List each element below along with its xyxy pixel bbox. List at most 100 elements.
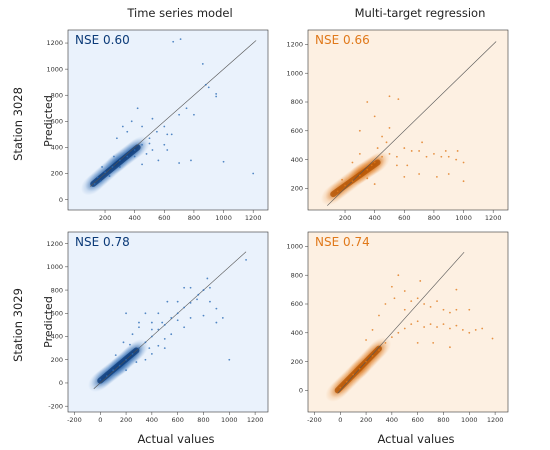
x-axis-label-right: Actual values xyxy=(377,432,455,446)
data-point xyxy=(144,312,147,315)
data-point xyxy=(172,40,175,43)
data-point xyxy=(178,162,181,164)
data-point xyxy=(125,369,127,372)
data-point xyxy=(202,314,205,317)
data-point xyxy=(141,163,143,166)
data-point xyxy=(99,180,102,183)
y-tick-label: 1200 xyxy=(286,41,303,49)
x-tick-label: 800 xyxy=(197,416,209,424)
data-point xyxy=(358,129,361,132)
x-tick-label: 600 xyxy=(411,416,423,424)
x-tick-label: 200 xyxy=(339,214,351,222)
data-point xyxy=(163,347,166,350)
data-point xyxy=(151,117,154,120)
data-point xyxy=(381,135,383,138)
data-point xyxy=(125,312,127,315)
data-point xyxy=(201,63,204,65)
data-point xyxy=(157,159,160,162)
data-point xyxy=(135,361,138,363)
data-point xyxy=(436,300,438,303)
data-point xyxy=(148,347,151,350)
data-point xyxy=(151,149,154,151)
x-tick-label: 1200 xyxy=(245,214,262,222)
data-point xyxy=(129,343,131,346)
data-point xyxy=(189,301,192,304)
y-axis-label-bottom: Predicted xyxy=(42,296,55,348)
y-tick-label: 1200 xyxy=(46,240,63,248)
data-point xyxy=(429,305,432,308)
data-point xyxy=(373,183,376,185)
data-point xyxy=(105,375,108,377)
y-tick-label: 600 xyxy=(51,309,63,317)
data-point xyxy=(185,107,188,110)
x-tick-label: 1200 xyxy=(247,416,264,424)
data-point xyxy=(138,347,140,350)
x-tick-label: 200 xyxy=(99,214,111,222)
data-point xyxy=(166,149,169,151)
plot-area xyxy=(325,251,494,402)
data-point xyxy=(388,127,391,129)
data-point xyxy=(221,317,224,319)
data-point xyxy=(351,180,354,183)
data-point xyxy=(442,308,445,311)
data-point xyxy=(345,380,348,383)
data-point xyxy=(148,142,151,145)
x-tick-label: 800 xyxy=(428,214,440,222)
data-point xyxy=(388,152,391,155)
x-tick-label: 1000 xyxy=(215,214,232,222)
data-point xyxy=(455,324,458,327)
data-point xyxy=(197,293,200,296)
data-point xyxy=(209,286,211,289)
y-tick-label: 1000 xyxy=(46,263,63,271)
data-point xyxy=(410,150,413,152)
x-tick-label: 1000 xyxy=(461,416,478,424)
data-point xyxy=(145,153,148,155)
data-point xyxy=(176,319,179,322)
x-axis-label-left: Actual values xyxy=(137,432,215,446)
x-tick-label: 0 xyxy=(338,416,342,424)
plot-area xyxy=(88,251,247,392)
x-tick-label: 1000 xyxy=(455,214,472,222)
data-point xyxy=(371,329,374,331)
data-point xyxy=(150,353,153,355)
data-point xyxy=(455,308,458,311)
x-tick-label: 800 xyxy=(437,416,449,424)
data-point xyxy=(429,323,432,326)
y-tick-label: 1200 xyxy=(46,39,63,47)
data-point xyxy=(176,300,179,303)
x-tick-label: 200 xyxy=(360,416,372,424)
data-point xyxy=(170,133,173,136)
data-point xyxy=(462,180,465,183)
data-point xyxy=(215,93,218,95)
data-point xyxy=(163,324,166,326)
plot-frame xyxy=(67,29,269,211)
data-point xyxy=(358,174,361,177)
data-point xyxy=(176,312,179,315)
y-tick-label: 800 xyxy=(291,271,303,279)
data-point xyxy=(138,321,140,324)
data-point xyxy=(384,341,387,344)
data-point xyxy=(406,164,409,167)
data-point xyxy=(436,326,438,328)
data-point xyxy=(365,339,367,341)
data-point xyxy=(163,125,166,128)
data-point xyxy=(190,159,192,162)
x-tick-label: -200 xyxy=(67,416,82,424)
y-tick-label: 800 xyxy=(51,91,63,99)
data-point xyxy=(403,175,406,178)
y-tick-label: 0 xyxy=(59,379,63,387)
data-point xyxy=(114,354,117,356)
data-point xyxy=(378,314,380,317)
data-point xyxy=(397,98,400,101)
data-point xyxy=(416,320,419,323)
data-point xyxy=(416,297,419,300)
y-tick-label: 0 xyxy=(299,387,303,395)
data-point xyxy=(390,336,393,339)
data-point xyxy=(385,141,388,144)
y-tick-label: 200 xyxy=(291,358,303,366)
x-tick-label: 600 xyxy=(398,214,410,222)
data-point xyxy=(157,344,160,347)
data-point xyxy=(157,328,160,331)
data-point xyxy=(474,329,477,331)
data-point xyxy=(456,150,459,152)
